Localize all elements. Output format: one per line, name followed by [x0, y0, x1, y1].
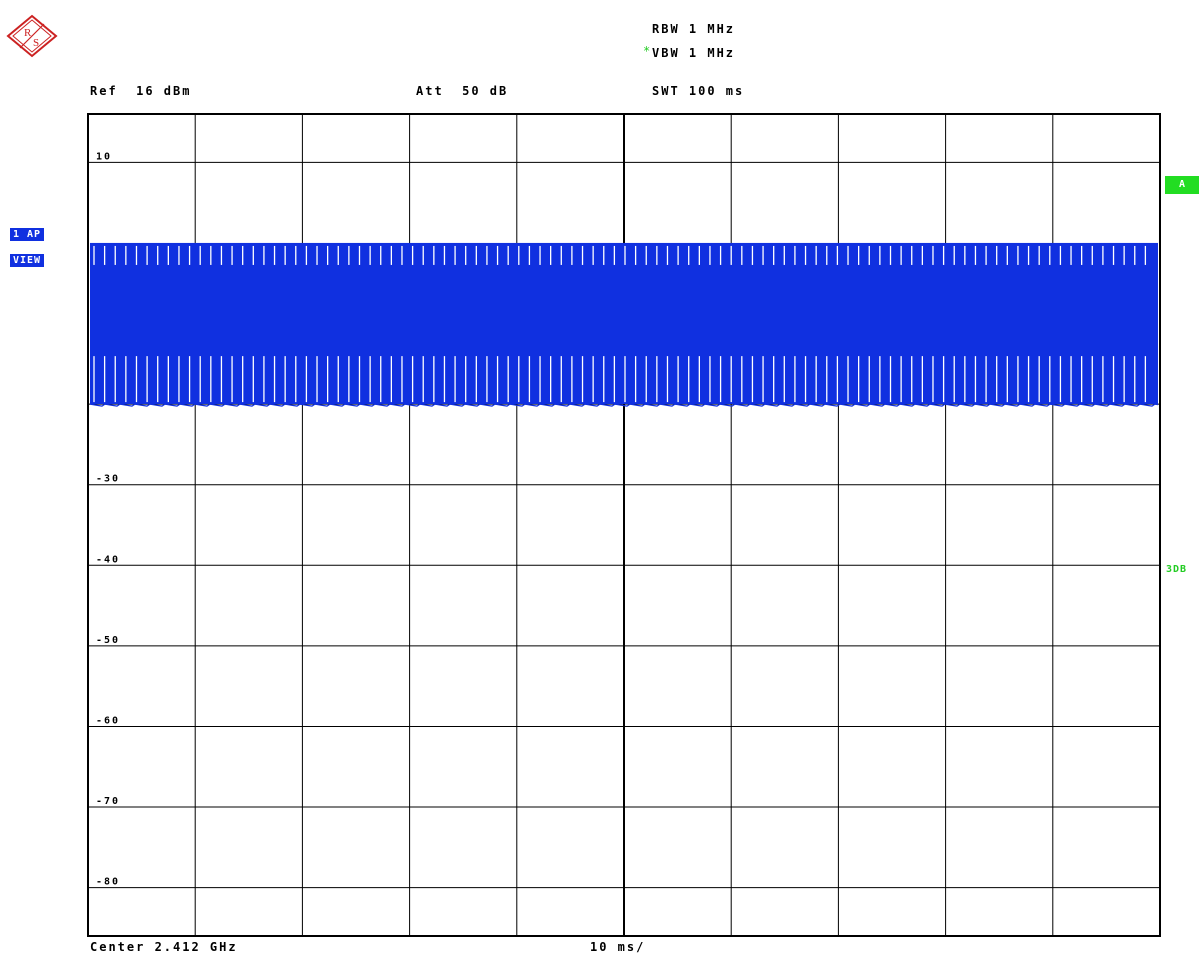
attenuation-label: Att 50 dB — [416, 84, 509, 98]
vbw-label: VBW 1 MHz — [652, 46, 736, 60]
y-tick-label: -30 — [96, 474, 120, 485]
status-3db-label: 3DB — [1166, 564, 1188, 575]
noise-floor-trace — [89, 403, 1159, 407]
y-tick-label: 10 — [96, 151, 112, 162]
center-frequency-label: Center 2.412 GHz — [90, 940, 238, 954]
y-tick-label: -80 — [96, 877, 120, 888]
rohde-schwarz-logo-icon: R S — [6, 14, 58, 58]
trace-view-label: VIEW — [10, 254, 45, 267]
svg-text:S: S — [33, 37, 39, 49]
trace-indicator-badge: A — [1165, 176, 1199, 194]
y-tick-label: -50 — [96, 635, 120, 646]
y-tick-label: -60 — [96, 715, 120, 726]
ref-level-label: Ref 16 dBm — [90, 84, 192, 98]
trace-envelope — [90, 242, 1158, 405]
sweep-time-label: SWT 100 ms — [652, 84, 745, 98]
y-tick-label: -40 — [96, 554, 120, 565]
y-tick-label: -70 — [96, 796, 120, 807]
trace-mode-line1: 1 AP — [13, 229, 42, 240]
vbw-marker: * — [643, 44, 651, 58]
svg-text:R: R — [24, 27, 32, 39]
time-per-division-label: 10 ms/ — [590, 940, 646, 954]
trace-mode-line2: VIEW — [13, 255, 42, 266]
rbw-label: RBW 1 MHz — [652, 22, 736, 36]
trace-mode-label: 1 AP — [10, 228, 45, 241]
